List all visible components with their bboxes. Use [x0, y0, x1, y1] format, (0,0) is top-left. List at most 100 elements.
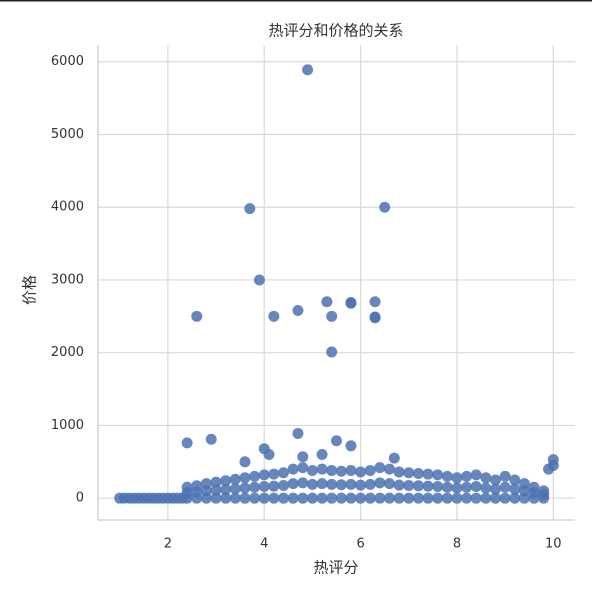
- point: [258, 481, 270, 493]
- point: [345, 440, 357, 452]
- point: [499, 481, 511, 493]
- point: [292, 305, 304, 317]
- point: [287, 492, 299, 504]
- point: [239, 492, 251, 504]
- y-axis-label: 价格: [21, 275, 39, 305]
- point: [441, 481, 453, 493]
- point: [210, 476, 222, 488]
- point: [364, 492, 376, 504]
- point: [316, 463, 328, 475]
- point: [547, 459, 559, 471]
- point: [432, 469, 444, 481]
- point: [364, 465, 376, 477]
- point: [441, 470, 453, 482]
- point: [470, 492, 482, 504]
- points: [114, 64, 559, 504]
- point: [451, 492, 463, 504]
- point: [374, 477, 386, 489]
- point: [412, 467, 424, 479]
- point: [249, 470, 261, 482]
- point: [191, 310, 203, 322]
- point: [403, 479, 415, 491]
- y-tick-label: 6000: [51, 54, 84, 69]
- point: [326, 492, 338, 504]
- point: [191, 480, 203, 492]
- point: [239, 472, 251, 484]
- point: [220, 492, 232, 504]
- point: [249, 492, 261, 504]
- point: [306, 465, 318, 477]
- point: [355, 479, 367, 491]
- x-tick-label: 4: [260, 537, 268, 552]
- point: [422, 480, 434, 492]
- point: [335, 492, 347, 504]
- point: [393, 466, 405, 478]
- point: [355, 466, 367, 478]
- point: [335, 479, 347, 491]
- point: [388, 452, 400, 464]
- point: [268, 480, 280, 492]
- point: [220, 483, 232, 495]
- point: [278, 492, 289, 504]
- chart-title: 热评分和价格的关系: [268, 22, 403, 40]
- point: [268, 492, 280, 504]
- point: [297, 451, 309, 463]
- point: [258, 469, 270, 481]
- point: [345, 492, 357, 504]
- point: [345, 465, 357, 477]
- point: [384, 463, 395, 475]
- point: [297, 462, 309, 474]
- point: [249, 481, 261, 493]
- point: [278, 467, 289, 479]
- point: [210, 484, 222, 496]
- point: [451, 482, 463, 494]
- y-tick-label: 3000: [51, 272, 84, 287]
- point: [432, 492, 444, 504]
- point: [326, 465, 338, 477]
- point: [200, 478, 212, 490]
- point: [316, 492, 328, 504]
- point: [490, 483, 501, 495]
- point: [480, 472, 492, 484]
- x-tick-label: 6: [356, 537, 364, 552]
- point: [326, 478, 338, 490]
- point: [490, 492, 501, 504]
- point: [461, 492, 473, 504]
- point: [292, 427, 304, 439]
- x-tick-label: 8: [453, 537, 461, 552]
- point: [321, 296, 333, 308]
- point: [441, 492, 453, 504]
- point: [287, 463, 299, 475]
- point: [432, 481, 444, 493]
- point: [364, 478, 376, 490]
- point: [369, 296, 381, 308]
- point: [509, 492, 521, 504]
- point: [538, 485, 550, 497]
- point: [499, 470, 511, 482]
- point: [393, 479, 405, 491]
- point: [422, 468, 434, 480]
- point: [412, 492, 424, 504]
- point: [220, 475, 232, 487]
- point: [287, 478, 299, 490]
- point: [518, 478, 530, 490]
- point: [369, 312, 381, 324]
- point: [470, 469, 482, 481]
- x-tick-label: 2: [164, 537, 172, 552]
- y-tick-label: 2000: [51, 345, 84, 360]
- point: [268, 468, 280, 480]
- point: [470, 481, 482, 493]
- point: [403, 492, 415, 504]
- y-tick-label: 5000: [51, 127, 84, 142]
- point: [306, 478, 318, 490]
- point: [461, 481, 473, 493]
- x-axis-label: 热评分: [313, 559, 358, 577]
- point: [345, 297, 357, 309]
- point: [302, 64, 314, 76]
- point: [210, 492, 222, 504]
- point: [480, 492, 492, 504]
- point: [480, 482, 492, 494]
- point: [306, 492, 318, 504]
- point: [422, 492, 434, 504]
- point: [345, 478, 357, 490]
